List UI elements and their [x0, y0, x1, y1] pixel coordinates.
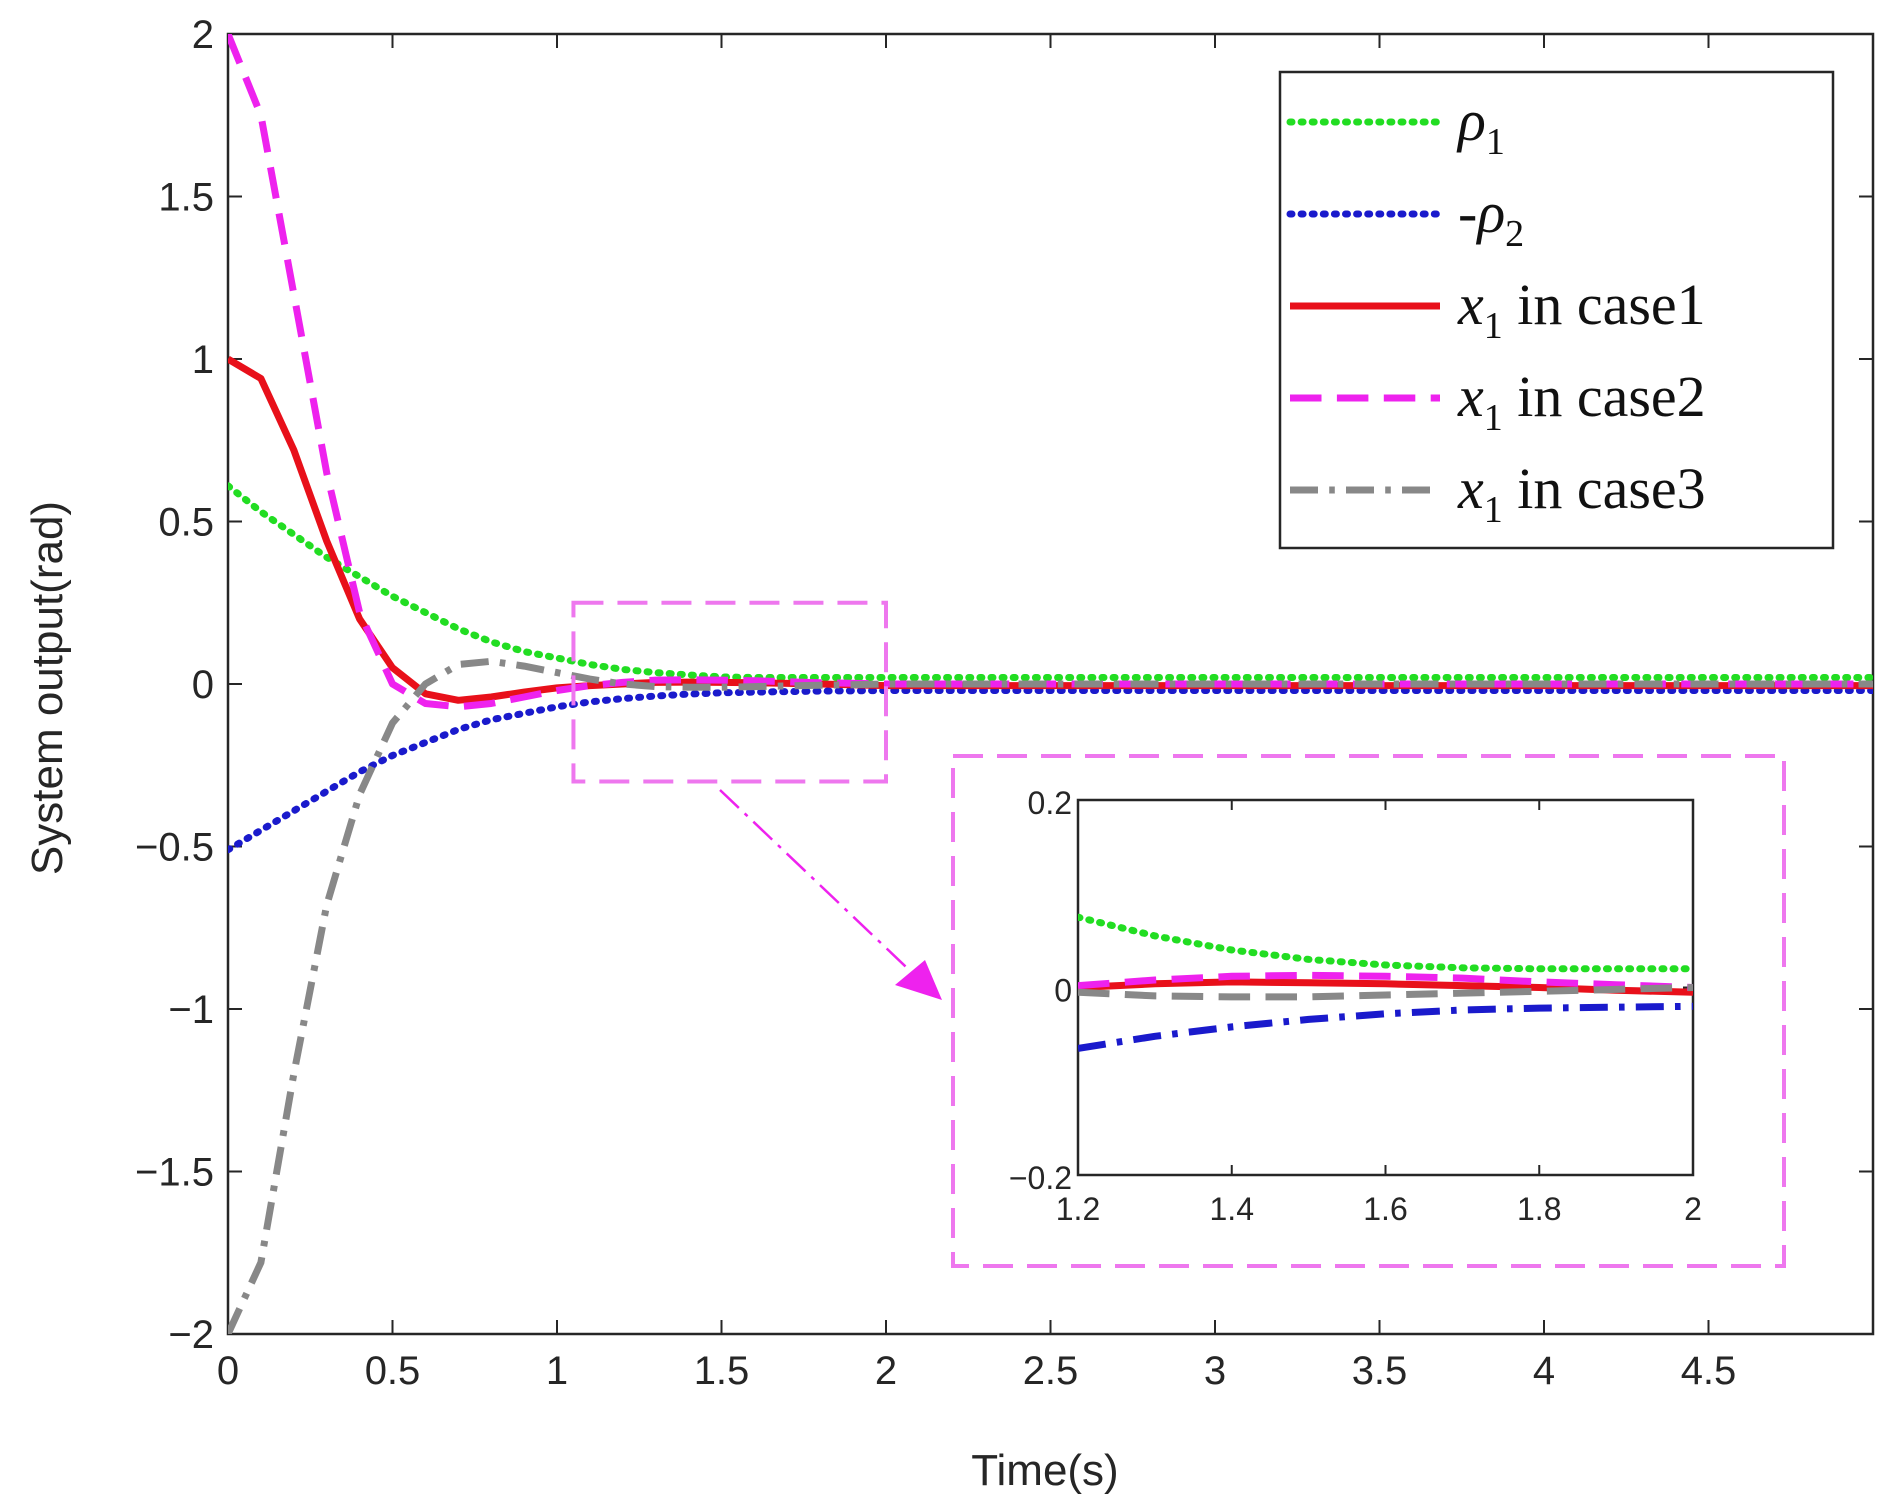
- inset-series--rho2-line: [1078, 1002, 1693, 1052]
- legend-entry-label: x1 in case3: [1457, 456, 1706, 531]
- y-tick-label: 2: [192, 13, 214, 57]
- x-tick-label: 2.5: [1023, 1349, 1079, 1393]
- zoom-region-box: [571, 600, 888, 784]
- x-tick-label: 1: [546, 1349, 568, 1393]
- y-tick-label: 0.5: [158, 501, 214, 545]
- inset-series-x1-in-case2-line: [1078, 971, 1693, 991]
- legend-symbol: ρ: [1475, 180, 1505, 245]
- inset-frame-box: [951, 754, 1786, 1268]
- inset-series-group: [1078, 913, 1693, 1052]
- legend-entry-label: x1 in case2: [1457, 364, 1706, 439]
- y-tick-label: 1: [192, 338, 214, 382]
- x-tick-label: 1.5: [694, 1349, 750, 1393]
- y-tick-label: −2: [168, 1313, 214, 1357]
- inset-x-tick-label: 1.6: [1363, 1191, 1407, 1227]
- legend-subscript: 1: [1484, 397, 1503, 439]
- y-tick-label: −1.5: [135, 1151, 214, 1195]
- x-tick-label: 3.5: [1352, 1349, 1408, 1393]
- inset-x-tick-label: 1.2: [1056, 1191, 1100, 1227]
- inset-plot: 1.2 1.4 1.6 1.8 2 −0.2 0 0.2: [951, 754, 1786, 1268]
- legend-symbol: x: [1457, 272, 1484, 337]
- legend-entry-label: x1 in case1: [1457, 272, 1706, 347]
- inset-series-x1-in-case3-line: [1078, 984, 1693, 1001]
- x-tick-label: 4: [1533, 1349, 1555, 1393]
- legend-symbol: x: [1457, 456, 1484, 521]
- y-tick-label: 0: [192, 663, 214, 707]
- legend-subscript: 1: [1486, 121, 1505, 163]
- legend-prefix: -: [1458, 180, 1477, 245]
- x-tick-label: 3: [1204, 1349, 1226, 1393]
- legend-subscript: 2: [1505, 213, 1524, 255]
- series-x1-in-case2-line: [228, 34, 1873, 711]
- x-tick-label: 4.5: [1681, 1349, 1737, 1393]
- inset-y-tick-label: −0.2: [1009, 1160, 1072, 1196]
- legend-entry-label: -ρ2: [1458, 180, 1524, 255]
- inset-x-tick-label: 1.4: [1210, 1191, 1254, 1227]
- x-tick-label: 0.5: [365, 1349, 421, 1393]
- legend-box: [1278, 70, 1835, 550]
- legend-suffix: in case2: [1503, 364, 1706, 429]
- zoom-arrow-head: [895, 960, 942, 1000]
- inset-x-tick-label: 2: [1684, 1191, 1702, 1227]
- zoom-arrow-line: [719, 789, 926, 986]
- y-axis-label: System output(rad): [23, 501, 72, 875]
- inset-series-rho1-line: [1078, 913, 1693, 973]
- series-rho1-line: [228, 482, 1873, 681]
- x-axis-label: Time(s): [971, 1446, 1118, 1495]
- y-tick-label: 1.5: [158, 176, 214, 220]
- legend-symbol: x: [1457, 364, 1484, 429]
- legend-suffix: in case1: [1503, 272, 1706, 337]
- legend-suffix: in case3: [1503, 456, 1706, 521]
- inset-x-tick-label: 1.8: [1517, 1191, 1561, 1227]
- main-plot: 0 0.5 1 1.5 2 2.5 3 3.5 4 4.5 −2 −1.5 −1 −0.5 0 0.5 1 1.5…: [135, 13, 1875, 1393]
- legend-symbol: ρ: [1456, 88, 1486, 153]
- y-tick-label: −1: [168, 988, 214, 1032]
- x-tick-label: 0: [217, 1349, 239, 1393]
- inset-series-x1-in-case1-line: [1078, 978, 1693, 996]
- legend-entry-label: ρ1: [1456, 88, 1505, 163]
- inset-y-tick-label: 0: [1054, 973, 1072, 1009]
- main-series-group: [228, 34, 1873, 1334]
- inset-y-tick-label: 0.2: [1028, 785, 1072, 821]
- legend-subscript: 1: [1484, 489, 1503, 531]
- y-tick-label: −0.5: [135, 826, 214, 870]
- legend-subscript: 1: [1484, 305, 1503, 347]
- series--rho2-line: [228, 687, 1873, 854]
- x-tick-label: 2: [875, 1349, 897, 1393]
